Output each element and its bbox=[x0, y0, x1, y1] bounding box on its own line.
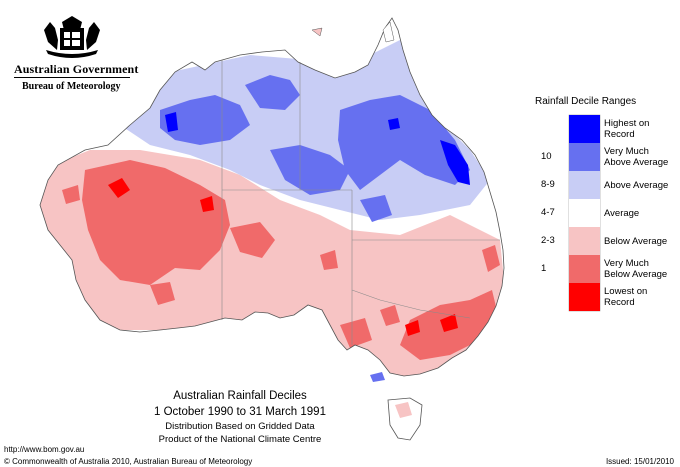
legend-swatch bbox=[569, 171, 600, 199]
legend-swatch bbox=[569, 115, 600, 143]
legend-label: Above Average bbox=[604, 180, 668, 191]
bom-url-link[interactable]: http://www.bom.gov.au bbox=[4, 445, 85, 454]
map-title-block: Australian Rainfall Deciles 1 October 19… bbox=[100, 389, 380, 445]
legend-swatch bbox=[569, 143, 600, 171]
legend-label: Lowest on Record bbox=[604, 286, 647, 308]
decile-range-label: 4-7 bbox=[541, 207, 555, 218]
legend-label: Very Much Above Average bbox=[604, 146, 668, 168]
legend-label: Highest on Record bbox=[604, 118, 649, 140]
decile-range-label: 8-9 bbox=[541, 179, 555, 190]
legend-label: Very Much Below Average bbox=[604, 258, 667, 280]
legend-swatch bbox=[569, 199, 600, 227]
legend-swatch bbox=[569, 255, 600, 283]
decile-range-label: 10 bbox=[541, 151, 552, 162]
decile-range-label: 2-3 bbox=[541, 235, 555, 246]
legend-swatch bbox=[569, 283, 600, 311]
legend-label-line2: Below Average bbox=[604, 269, 668, 280]
logo-divider bbox=[14, 77, 130, 78]
map-note-2: Product of the National Climate Centre bbox=[158, 434, 322, 445]
copyright-text: © Commonwealth of Australia 2010, Austra… bbox=[4, 457, 253, 466]
legend-label-line1: Above Average bbox=[604, 180, 669, 191]
legend-title: Rainfall Decile Ranges bbox=[535, 96, 637, 107]
legend-label: Average bbox=[604, 208, 639, 219]
decile-range-label: 1 bbox=[541, 263, 547, 274]
map-note-1: Distribution Based on Gridded Data bbox=[165, 421, 315, 432]
legend-swatch bbox=[569, 227, 600, 255]
issued-date: Issued: 15/01/2010 bbox=[605, 457, 674, 466]
map-period: 1 October 1990 to 31 March 1991 bbox=[154, 406, 326, 418]
map-title: Australian Rainfall Deciles bbox=[173, 390, 307, 402]
legend-label-line1: Very Much bbox=[604, 146, 649, 157]
legend-label-line2: Record bbox=[604, 129, 635, 140]
legend-label-line1: Very Much bbox=[604, 258, 649, 269]
coat-of-arms-icon bbox=[44, 16, 100, 58]
australia-landmass bbox=[39, 17, 505, 441]
government-title: Australian Government bbox=[14, 62, 139, 76]
legend-label-line1: Below Average bbox=[604, 236, 668, 247]
legend-label-line1: Average bbox=[604, 208, 640, 219]
legend-label-line2: Record bbox=[604, 297, 635, 308]
legend-label-line1: Highest on bbox=[604, 118, 650, 129]
legend-label: Below Average bbox=[604, 236, 667, 247]
legend-label-line1: Lowest on bbox=[604, 286, 648, 297]
bureau-name: Bureau of Meteorology bbox=[22, 81, 121, 92]
legend-label-line2: Above Average bbox=[604, 157, 669, 168]
